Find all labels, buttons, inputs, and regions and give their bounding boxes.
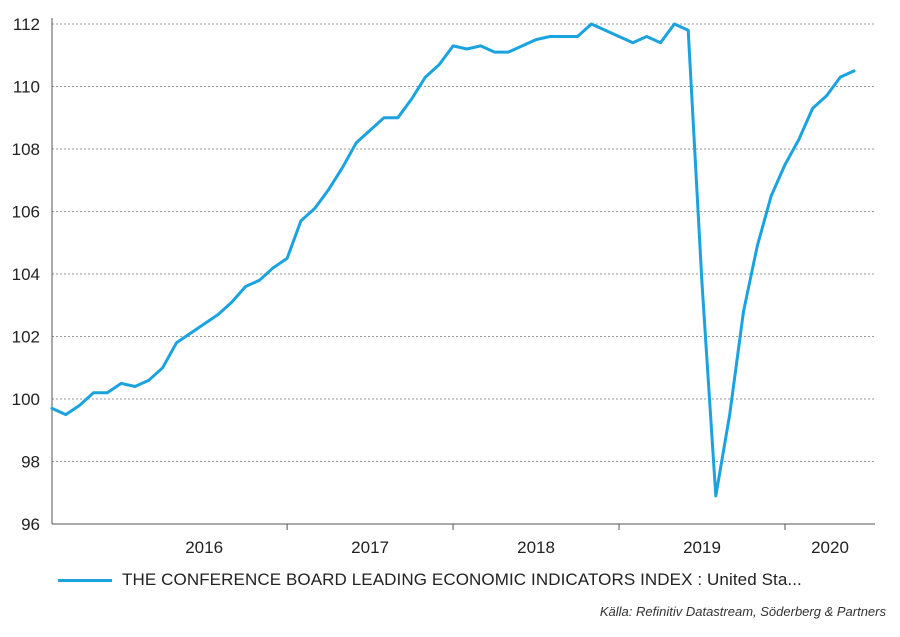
legend-swatch	[58, 578, 112, 582]
y-tick-label: 102	[12, 328, 40, 347]
y-tick-label: 104	[12, 265, 40, 284]
x-tick-label: 2016	[185, 538, 223, 557]
y-axis-tick-labels: 96 98 100 102 104 106 108 110 112	[12, 15, 40, 534]
y-tick-label: 98	[21, 453, 40, 472]
y-tick-label: 108	[12, 140, 40, 159]
x-tick-label: 2020	[811, 538, 849, 557]
grid-lines	[52, 23, 875, 462]
y-tick-label: 106	[12, 203, 40, 222]
x-tick-label: 2017	[351, 538, 389, 557]
y-tick-label: 100	[12, 390, 40, 409]
y-tick-label: 96	[21, 515, 40, 534]
y-tick-label: 112	[13, 15, 40, 34]
series-group	[50, 22, 856, 498]
legend-label: THE CONFERENCE BOARD LEADING ECONOMIC IN…	[122, 570, 802, 589]
series-line	[50, 22, 856, 498]
x-axis-tick-labels: 2016 2017 2018 2019 2020	[185, 538, 849, 557]
x-tick-label: 2019	[683, 538, 721, 557]
y-tick-label: 110	[13, 78, 40, 97]
source-note: Källa: Refinitiv Datastream, Söderberg &…	[599, 604, 886, 619]
legend: THE CONFERENCE BOARD LEADING ECONOMIC IN…	[58, 570, 802, 590]
axes	[51, 18, 875, 530]
x-tick-label: 2018	[517, 538, 555, 557]
